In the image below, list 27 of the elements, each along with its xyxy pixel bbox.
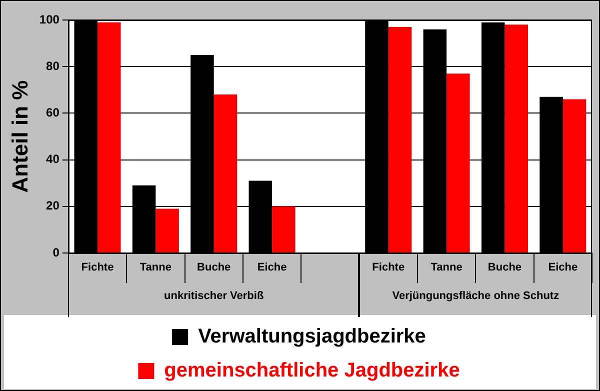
bar xyxy=(98,22,121,252)
x-tick-label: Buche xyxy=(197,262,231,274)
bar xyxy=(446,74,470,252)
legend-label: gemeinschaftliche Jagdbezirke xyxy=(164,360,460,382)
y-tick-label: 40 xyxy=(46,152,60,166)
x-tick-label: Fichte xyxy=(81,262,114,274)
legend-label: Verwaltungsjagdbezirke xyxy=(198,326,426,348)
x-tick-label: Tanne xyxy=(140,262,172,274)
y-axis-title: Anteil in % xyxy=(7,80,32,193)
y-tick-label: 0 xyxy=(52,245,60,260)
x-tick-label: Tanne xyxy=(430,262,462,274)
x-tick-label: Buche xyxy=(488,262,522,274)
bar xyxy=(156,208,179,252)
text: unkritischer Verbiß xyxy=(164,290,264,302)
y-tick-label: 100 xyxy=(39,12,60,26)
x-tick-label: Eiche xyxy=(548,262,578,274)
x-tick-label: Fichte xyxy=(372,262,405,274)
bar xyxy=(388,26,412,252)
x-tick-label: Eiche xyxy=(257,262,287,274)
y-tick-label: 60 xyxy=(46,106,60,120)
bar xyxy=(272,206,296,252)
bar xyxy=(214,94,238,252)
text: Verjüngungsfläche ohne Schutz xyxy=(392,290,560,302)
bar xyxy=(562,99,586,252)
bar xyxy=(504,24,528,252)
y-tick-label: 80 xyxy=(46,58,60,73)
y-tick-label: 20 xyxy=(46,198,60,213)
